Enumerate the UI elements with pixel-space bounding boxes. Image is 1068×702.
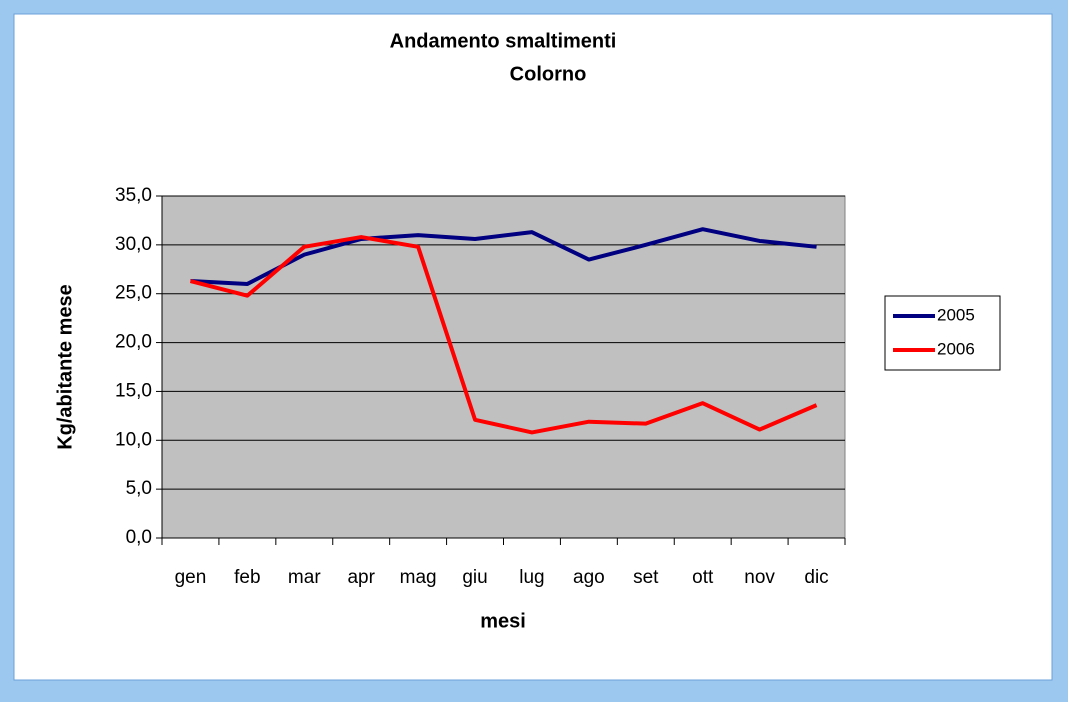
- x-tick-label: gen: [175, 567, 207, 588]
- legend-box: [884, 295, 1001, 371]
- x-axis-label: mesi: [480, 610, 526, 632]
- x-tick-label: mag: [400, 567, 437, 588]
- y-tick-label: 5,0: [126, 478, 152, 499]
- y-tick-label: 25,0: [115, 283, 152, 304]
- x-tick-label: apr: [347, 567, 375, 588]
- x-tick-label: giu: [462, 567, 487, 588]
- y-axis-label: Kg/abitante mese: [54, 284, 76, 450]
- chart-subtitle: Colorno: [510, 63, 587, 85]
- line-series: [189, 235, 818, 435]
- legend-label: 2005: [937, 305, 975, 324]
- x-tick-label: nov: [744, 567, 775, 588]
- y-tick-label: 30,0: [115, 234, 152, 255]
- x-tick-label: mar: [288, 567, 321, 588]
- y-tick-label: 20,0: [115, 332, 152, 353]
- x-tick-label: lug: [519, 567, 544, 588]
- y-tick-label: 0,0: [126, 527, 152, 548]
- y-tick-label: 35,0: [115, 185, 152, 206]
- y-tick-label: 10,0: [115, 429, 152, 450]
- x-tick-label: ott: [692, 567, 714, 588]
- x-tick-label: set: [633, 567, 659, 588]
- line-series: [190, 227, 817, 286]
- x-tick-label: dic: [804, 567, 828, 588]
- x-tick-label: ago: [573, 567, 605, 588]
- legend-label: 2006: [937, 339, 975, 358]
- y-tick-label: 15,0: [115, 380, 152, 401]
- chart-title: Andamento smaltimenti: [390, 30, 617, 52]
- x-tick-label: feb: [234, 567, 260, 588]
- plot-area: [161, 195, 846, 539]
